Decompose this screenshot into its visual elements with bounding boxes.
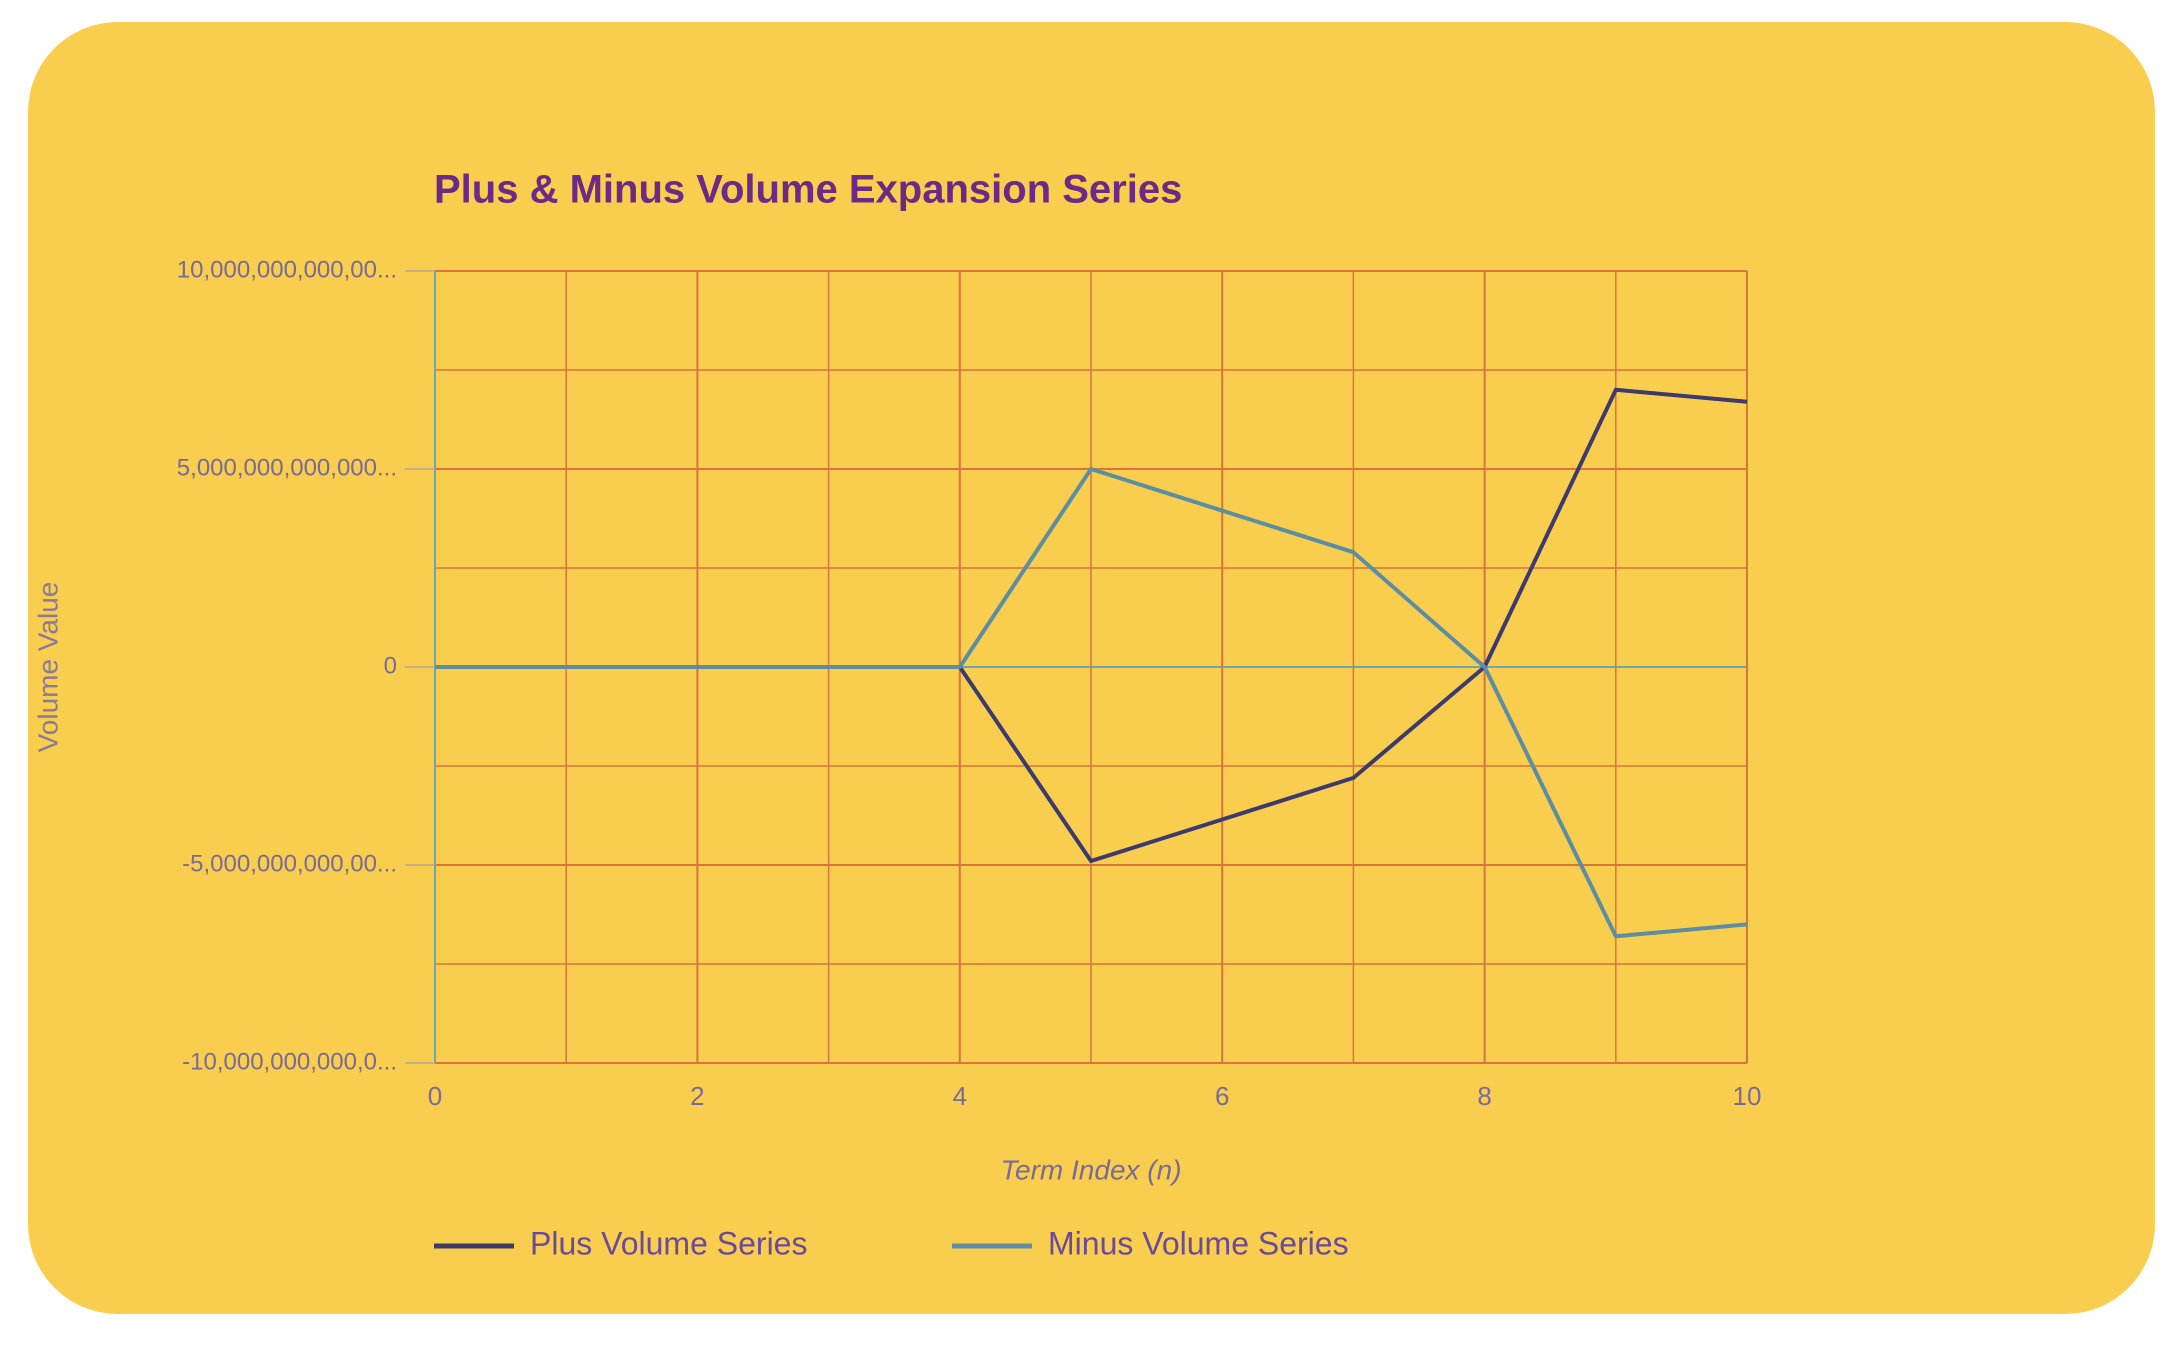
x-tick-label: 4: [953, 1081, 967, 1111]
legend-label: Plus Volume Series: [530, 1225, 807, 1261]
x-tick-label: 10: [1733, 1081, 1762, 1111]
x-axis-title: Term Index (n): [1000, 1154, 1181, 1185]
y-tick-label: 5,000,000,000,000...: [177, 454, 397, 481]
chart-title: Plus & Minus Volume Expansion Series: [434, 168, 1182, 212]
legend-label: Minus Volume Series: [1048, 1225, 1349, 1261]
y-tick-label: -10,000,000,000,0...: [182, 1048, 397, 1075]
y-tick-label: 0: [384, 652, 397, 679]
x-tick-label: 2: [690, 1081, 704, 1111]
plot-area: [435, 387, 1748, 939]
legend: Plus Volume Series Minus Volume Series: [434, 1225, 1349, 1261]
series-line: [435, 467, 1748, 939]
x-tick-label: 8: [1477, 1081, 1491, 1111]
y-tick-label: 10,000,000,000,00...: [177, 256, 397, 283]
y-axis-title: Volume Value: [32, 582, 63, 753]
y-tick-label: -5,000,000,000,00...: [182, 850, 397, 877]
x-tick-label: 0: [428, 1081, 442, 1111]
x-tick-label: 6: [1215, 1081, 1229, 1111]
